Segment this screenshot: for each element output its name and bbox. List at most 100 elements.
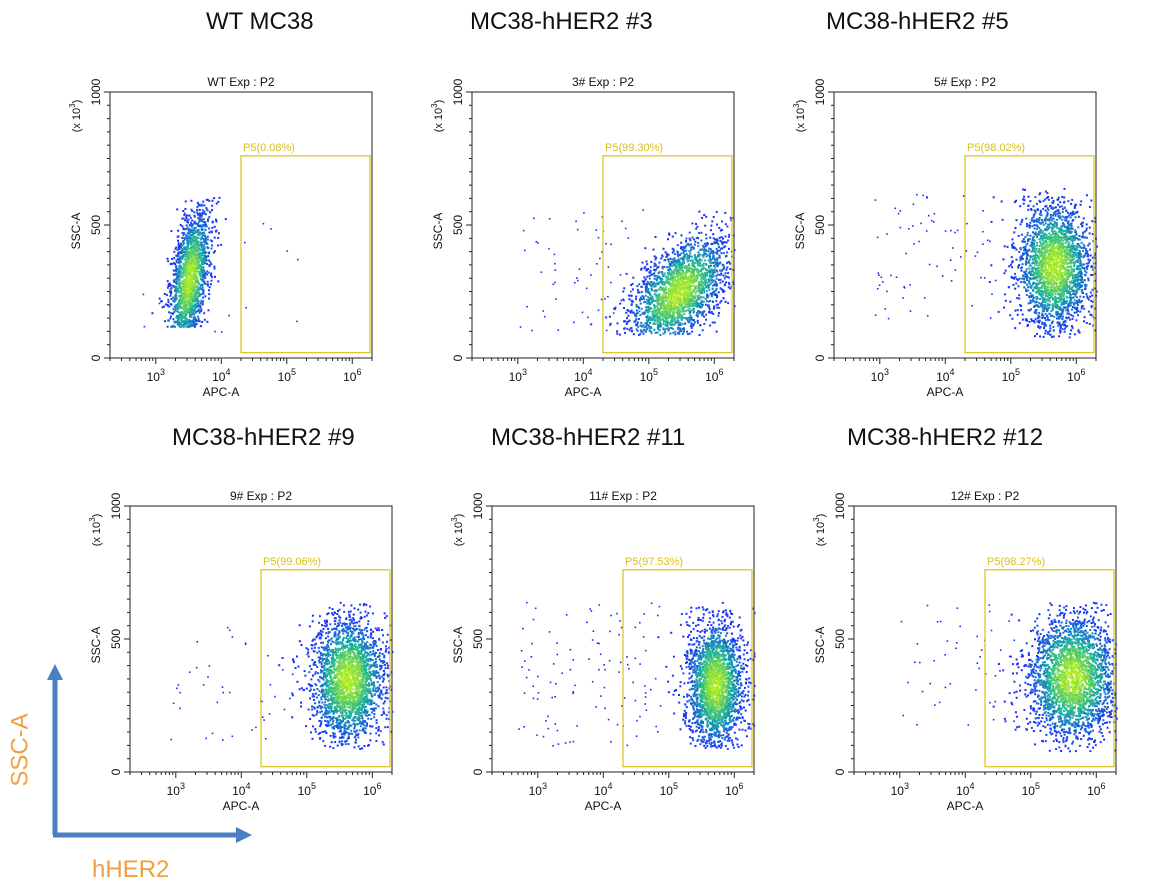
event-point xyxy=(672,248,675,251)
outlier-point xyxy=(286,250,289,252)
event-point xyxy=(690,326,693,329)
event-point xyxy=(709,255,711,258)
event-point xyxy=(622,290,625,293)
event-point xyxy=(654,263,657,266)
event-point xyxy=(179,281,181,284)
outlier-point xyxy=(548,247,550,250)
event-point xyxy=(163,305,165,308)
event-point xyxy=(708,306,711,309)
event-point xyxy=(1080,307,1083,310)
event-point xyxy=(174,289,177,292)
x-tick-label: 106 xyxy=(705,367,723,384)
event-point xyxy=(686,282,689,284)
event-point xyxy=(675,312,678,315)
event-point xyxy=(183,304,185,307)
event-point xyxy=(1085,262,1088,265)
event-point xyxy=(1086,297,1089,299)
event-point xyxy=(188,258,191,261)
event-point xyxy=(197,295,200,298)
event-point xyxy=(194,318,197,321)
event-point xyxy=(718,236,721,239)
event-point xyxy=(632,333,635,336)
event-point xyxy=(1043,255,1046,258)
event-point xyxy=(192,278,195,281)
event-point xyxy=(173,310,176,313)
event-point xyxy=(705,290,708,292)
event-point xyxy=(644,247,647,250)
event-point xyxy=(625,272,628,275)
event-point xyxy=(187,320,190,323)
event-point xyxy=(1040,249,1043,252)
event-point xyxy=(1041,275,1044,278)
event-point xyxy=(180,282,183,285)
event-point xyxy=(695,302,698,305)
event-point xyxy=(185,234,188,237)
event-point xyxy=(1049,255,1052,258)
event-point xyxy=(179,258,182,261)
event-point xyxy=(194,249,197,252)
event-point xyxy=(194,298,197,301)
event-point xyxy=(717,314,720,317)
event-point xyxy=(185,266,188,269)
event-point xyxy=(670,289,673,292)
event-point xyxy=(1044,274,1047,277)
event-point xyxy=(701,272,704,275)
event-point xyxy=(666,310,669,313)
event-point xyxy=(192,319,195,322)
event-point xyxy=(167,319,170,322)
event-point xyxy=(697,305,700,307)
event-point xyxy=(1039,298,1042,300)
event-point xyxy=(189,313,192,316)
event-point xyxy=(681,246,684,249)
event-point xyxy=(669,323,672,326)
event-point xyxy=(200,215,203,218)
event-point xyxy=(680,275,683,278)
event-point xyxy=(677,316,680,319)
event-point xyxy=(203,248,206,251)
event-point xyxy=(1047,209,1050,211)
event-point xyxy=(679,300,682,303)
event-point xyxy=(691,268,694,271)
event-point xyxy=(178,286,181,289)
event-point xyxy=(191,228,194,231)
event-point xyxy=(726,251,729,254)
event-point xyxy=(641,312,644,315)
event-point xyxy=(1061,215,1064,218)
event-point xyxy=(180,242,183,245)
event-point xyxy=(181,306,184,308)
event-point xyxy=(210,247,213,250)
event-point xyxy=(694,292,697,295)
event-point xyxy=(670,300,673,303)
event-point xyxy=(693,270,696,273)
event-point xyxy=(177,242,180,245)
event-point xyxy=(653,268,655,271)
event-point xyxy=(191,323,194,326)
event-point xyxy=(609,322,612,325)
flow-plot-wt: WT Exp : P2 0 500 1000 103 104 105 106 APC-A SSC-… xyxy=(68,72,380,407)
outlier-point xyxy=(590,274,592,276)
event-point xyxy=(692,288,695,291)
event-point xyxy=(183,273,186,276)
event-point xyxy=(1026,279,1028,282)
event-point xyxy=(197,240,200,243)
event-point xyxy=(184,314,187,317)
event-point xyxy=(678,265,681,268)
event-point xyxy=(650,285,653,288)
event-point xyxy=(689,288,692,290)
event-point xyxy=(1071,198,1074,201)
panel-heading-3: MC38-hHER2 #3 xyxy=(470,8,653,35)
event-point xyxy=(1058,313,1061,315)
x-tick-label: 104 xyxy=(936,367,954,384)
event-point xyxy=(704,281,707,284)
y-tick-label: 1000 xyxy=(813,78,827,105)
event-point xyxy=(691,222,694,225)
event-point xyxy=(195,272,197,275)
event-point xyxy=(697,237,699,240)
event-point xyxy=(1038,193,1041,196)
event-point xyxy=(673,269,676,272)
event-point xyxy=(684,240,687,242)
event-point xyxy=(190,278,193,281)
event-point xyxy=(646,290,649,293)
event-point xyxy=(1068,241,1071,244)
event-point xyxy=(711,251,713,254)
